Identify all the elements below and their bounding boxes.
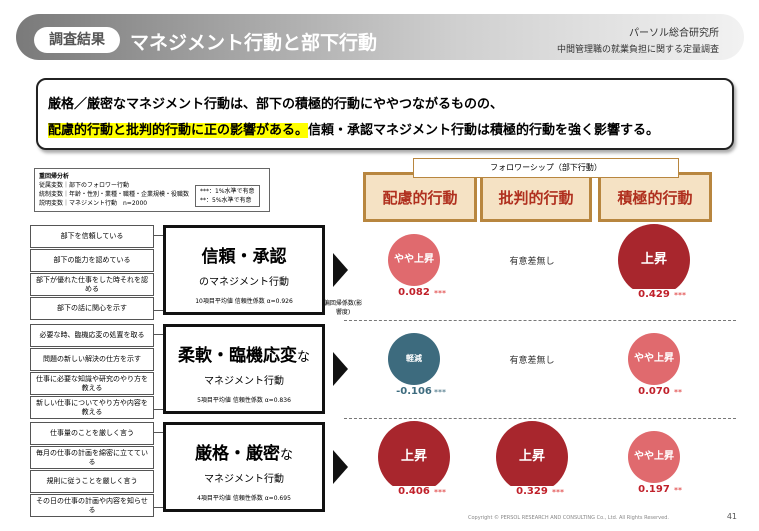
item-box: 仕事量のことを厳しく言う [30, 422, 154, 445]
no-difference: 有意差無し [509, 257, 555, 267]
coefficient: 0.406 [389, 486, 439, 497]
coefficient-label: 偏回帰係数(影響度) [323, 300, 363, 316]
effect-circle: やや上昇 [628, 333, 680, 385]
item-box: 規則に従うことを厳しく言う [30, 470, 154, 493]
column-header: 積極的行動 [598, 172, 712, 222]
title-suffix: な [296, 350, 310, 365]
effect-circle: 上昇 [378, 421, 450, 493]
significance: *** [552, 488, 564, 497]
survey: 中間管理職の就業負担に関する定量調査 [556, 45, 719, 55]
coefficient: 0.082 [389, 287, 439, 298]
analysis-line: 統制変数｜年齢・性別・業種・職種・企業規模・役職数 [39, 191, 190, 198]
effect-circle: 軽減 [388, 333, 440, 385]
header-tag: 調査結果 [34, 27, 120, 53]
org: パーソル総合研究所 [629, 28, 719, 39]
summary-text: 信頼・承認マネジメント行動は積極的行動を強く影響する。 [308, 123, 660, 138]
highlight: 配慮的行動と批判的行動に正の影響がある。 [48, 123, 309, 138]
column-header: 批判的行動 [480, 172, 592, 222]
item-box: 仕事に必要な知識や研究のやり方を教える [30, 372, 154, 395]
significance: *** [434, 388, 446, 397]
group-note: 10項目平均値 信頼性係数 α=0.926 [195, 298, 293, 305]
analysis-box: 重回帰分析 ***：1%水準で有意 **：5%水準で有意 従属変数｜部下のフォロワ… [34, 168, 270, 212]
title-text: 柔軟・臨機応変 [177, 346, 297, 366]
column-header: 配慮的行動 [363, 172, 477, 222]
group-subtitle: マネジメント行動 [204, 474, 284, 485]
group-subtitle: のマネジメント行動 [199, 277, 289, 288]
no-difference: 有意差無し [509, 356, 555, 366]
analysis-title: 重回帰分析 [39, 173, 70, 180]
effect-circle: やや上昇 [628, 431, 680, 483]
legend-line: ***：1%水準で有意 [200, 188, 255, 195]
summary-line: 厳格／厳密なマネジメント行動は、部下の積極的行動にややつながるものの、 [48, 97, 504, 112]
item-box: 毎月の仕事の計画を綿密に立てている [30, 446, 154, 469]
group-title: 厳格・厳密な [166, 439, 322, 464]
significance: ** [674, 388, 682, 397]
coefficient: 0.070 [629, 386, 679, 397]
followership-title: フォロワーシップ（部下行動） [413, 158, 679, 178]
coefficient: 0.197 [629, 484, 679, 495]
group-title: 信頼・承認 [166, 242, 322, 267]
header-title: マネジメント行動と部下行動 [130, 32, 378, 54]
header-bar [16, 14, 744, 60]
group-note: 5項目平均値 信頼性係数 α=0.836 [197, 397, 291, 404]
effect-circle: やや上昇 [388, 234, 440, 286]
item-box: 部下を信頼している [30, 225, 154, 248]
significance: *** [674, 291, 686, 300]
item-box: 部下の話に関心を示す [30, 297, 154, 320]
separator [344, 320, 736, 321]
analysis-line: 説明変数｜マネジメント行動 n=2000 [39, 200, 148, 207]
summary-box: 厳格／厳密なマネジメント行動は、部下の積極的行動にややつながるものの、 配慮的行… [36, 78, 734, 150]
copyright: Copyright © PERSOL RESEARCH AND CONSULTI… [468, 515, 669, 521]
title-text: 厳格・厳密 [194, 444, 280, 464]
coefficient: 0.429 [629, 289, 679, 300]
group-subtitle: マネジメント行動 [204, 376, 284, 387]
item-box: 必要な時、臨機応変の処置を取る [30, 324, 154, 347]
arrow [333, 352, 348, 386]
item-box: 部下の能力を認めている [30, 249, 154, 272]
coefficient: 0.329 [507, 486, 557, 497]
title-text: 信頼・承認 [201, 247, 287, 267]
legend-line: **：5%水準で有意 [200, 197, 252, 204]
legend: ***：1%水準で有意 **：5%水準で有意 [195, 185, 260, 207]
significance: *** [434, 289, 446, 298]
group-note: 4項目平均値 信頼性係数 α=0.695 [197, 495, 291, 502]
separator [344, 418, 736, 419]
title-suffix: な [279, 448, 293, 463]
group-title: 柔軟・臨機応変な [166, 341, 322, 366]
item-box: 部下が優れた仕事をした時それを認める [30, 273, 154, 296]
item-box: 新しい仕事についてやり方や内容を教える [30, 396, 154, 419]
significance: *** [434, 488, 446, 497]
group-box: 信頼・承認のマネジメント行動 10項目平均値 信頼性係数 α=0.926 [163, 225, 325, 315]
coefficient: -0.106 [389, 386, 439, 397]
arrow [333, 253, 348, 287]
page-number: 41 [726, 512, 737, 521]
arrow [333, 450, 348, 484]
effect-circle: 上昇 [618, 224, 690, 296]
item-box: その日の仕事の計画や内容を知らせる [30, 494, 154, 517]
significance: ** [674, 486, 682, 495]
item-box: 問題の新しい解決の仕方を示す [30, 348, 154, 371]
group-box: 厳格・厳密なマネジメント行動 4項目平均値 信頼性係数 α=0.695 [163, 422, 325, 512]
group-box: 柔軟・臨機応変なマネジメント行動 5項目平均値 信頼性係数 α=0.836 [163, 324, 325, 414]
summary-line: 配慮的行動と批判的行動に正の影響がある。信頼・承認マネジメント行動は積極的行動を… [48, 118, 722, 144]
analysis-line: 従属変数｜部下のフォロワー行動 [39, 182, 130, 189]
effect-circle: 上昇 [496, 421, 568, 493]
